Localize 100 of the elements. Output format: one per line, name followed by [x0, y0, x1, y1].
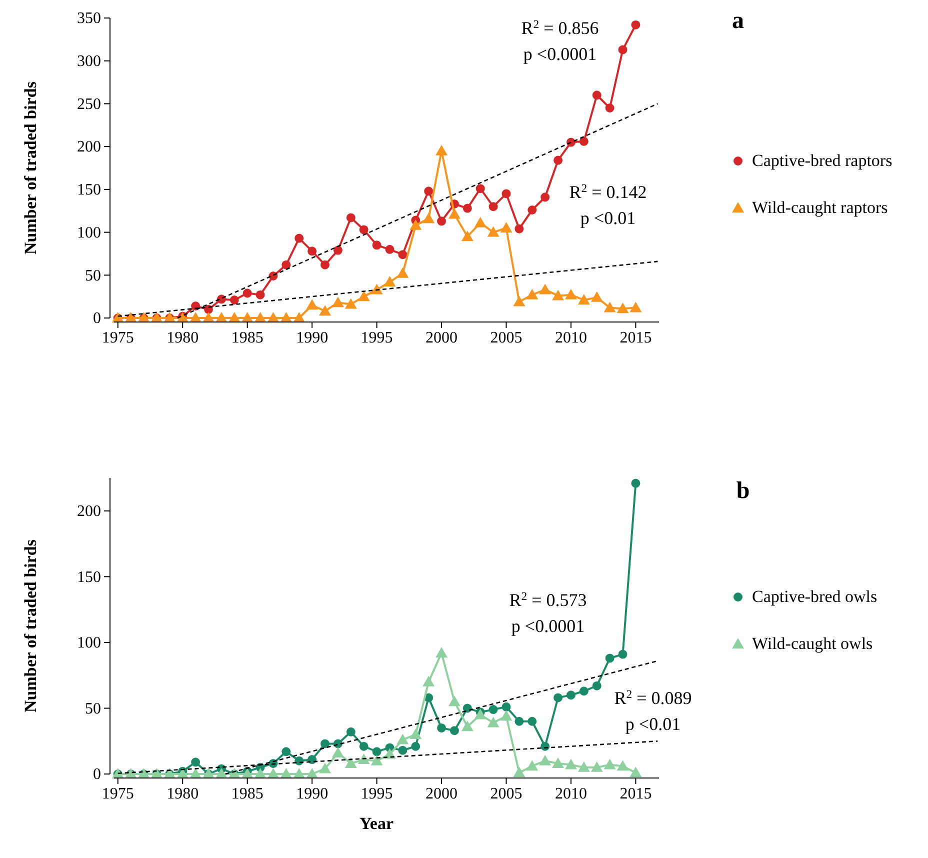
point: [630, 766, 642, 778]
point: [590, 761, 603, 772]
point: [488, 202, 498, 212]
point: [500, 710, 512, 721]
point: [579, 136, 588, 146]
point: [474, 216, 486, 228]
point: [437, 723, 446, 732]
annotation: p <0.0001: [523, 44, 597, 64]
point: [604, 758, 616, 770]
point: [372, 747, 382, 756]
point: [256, 290, 265, 300]
point: [422, 212, 435, 224]
point: [282, 747, 291, 756]
point: [566, 690, 576, 700]
point: [436, 144, 448, 156]
point: [332, 746, 344, 758]
point: [579, 686, 588, 696]
point: [540, 192, 550, 202]
annotation: R$^{2}$ = 0.142: [569, 182, 647, 202]
point: [308, 755, 317, 764]
x-tick-label: 2010: [554, 329, 587, 346]
point: [410, 728, 422, 740]
point: [631, 20, 640, 30]
y-tick-label: 100: [77, 224, 101, 242]
legend-label: Wild-caught raptors: [752, 198, 888, 217]
annotation: p <0.01: [625, 714, 681, 734]
x-tick-label: 2010: [554, 785, 587, 802]
x-tick-label: 1995: [360, 785, 393, 802]
point: [564, 758, 577, 770]
point: [618, 650, 628, 659]
point: [487, 226, 500, 237]
point: [554, 693, 563, 702]
x-tick-label: 1995: [360, 329, 393, 346]
annotation: R$^{2}$ = 0.856: [521, 18, 599, 38]
text: a: [732, 8, 744, 34]
y-axis-title: Number of traded birds: [21, 539, 40, 712]
x-tick-label: 1985: [231, 329, 264, 346]
y-tick-label: 250: [77, 96, 101, 113]
y-tick-label: 150: [77, 182, 101, 199]
annotation: p <0.0001: [511, 616, 585, 636]
point: [448, 696, 460, 706]
point: [552, 290, 564, 300]
point: [344, 298, 357, 309]
point: [590, 291, 603, 302]
point: [308, 246, 317, 256]
point: [630, 302, 642, 312]
annotation: p <0.01: [580, 208, 636, 228]
point: [346, 213, 356, 222]
point: [319, 305, 332, 316]
y-tick-label: 50: [85, 700, 101, 718]
point: [514, 224, 524, 234]
x-axis-title: Year: [360, 814, 394, 833]
point: [436, 646, 448, 658]
point: [320, 260, 330, 270]
x-tick-label: 2005: [490, 785, 522, 802]
x-tick-label: 1975: [102, 785, 134, 802]
point: [437, 216, 446, 226]
point: [384, 276, 396, 286]
point: [344, 757, 357, 768]
point: [461, 230, 474, 242]
point: [474, 708, 486, 720]
point: [526, 760, 538, 771]
y-tick-label: 200: [77, 138, 101, 156]
point: [476, 184, 485, 194]
point: [564, 288, 577, 300]
point: [526, 288, 538, 300]
x-tick-label: 1985: [231, 785, 264, 802]
point: [592, 90, 602, 100]
point: [539, 284, 552, 294]
point: [500, 222, 512, 232]
point: [359, 225, 368, 234]
y-tick-label: 150: [77, 568, 101, 586]
point: [528, 716, 537, 726]
legend-label: Captive-bred owls: [752, 587, 878, 606]
y-tick-label: 50: [85, 267, 101, 284]
point: [539, 754, 552, 766]
legend-label: Captive-bred raptors: [752, 151, 892, 170]
legend-label: Wild-caught owls: [752, 634, 873, 653]
x-tick-label: 2005: [490, 329, 522, 346]
point: [448, 208, 460, 219]
point: [398, 746, 408, 755]
y-tick-label: 100: [77, 634, 101, 652]
point: [359, 742, 368, 751]
point: [618, 45, 628, 54]
y-tick-label: 350: [77, 10, 101, 28]
point: [487, 716, 500, 728]
point: [422, 676, 435, 686]
point: [306, 299, 318, 310]
x-tick-label: 1990: [296, 785, 328, 802]
x-tick-label: 1990: [296, 329, 328, 346]
x-tick-label: 2015: [620, 785, 652, 802]
point: [346, 727, 356, 736]
point: [372, 240, 382, 250]
text: b: [736, 478, 750, 504]
point: [385, 244, 394, 254]
y-axis-title: Number of traded birds: [21, 81, 40, 254]
point: [410, 219, 422, 230]
x-tick-label: 2015: [620, 329, 652, 346]
annotation: R$^{2}$ = 0.573: [509, 590, 587, 610]
point: [396, 267, 409, 278]
